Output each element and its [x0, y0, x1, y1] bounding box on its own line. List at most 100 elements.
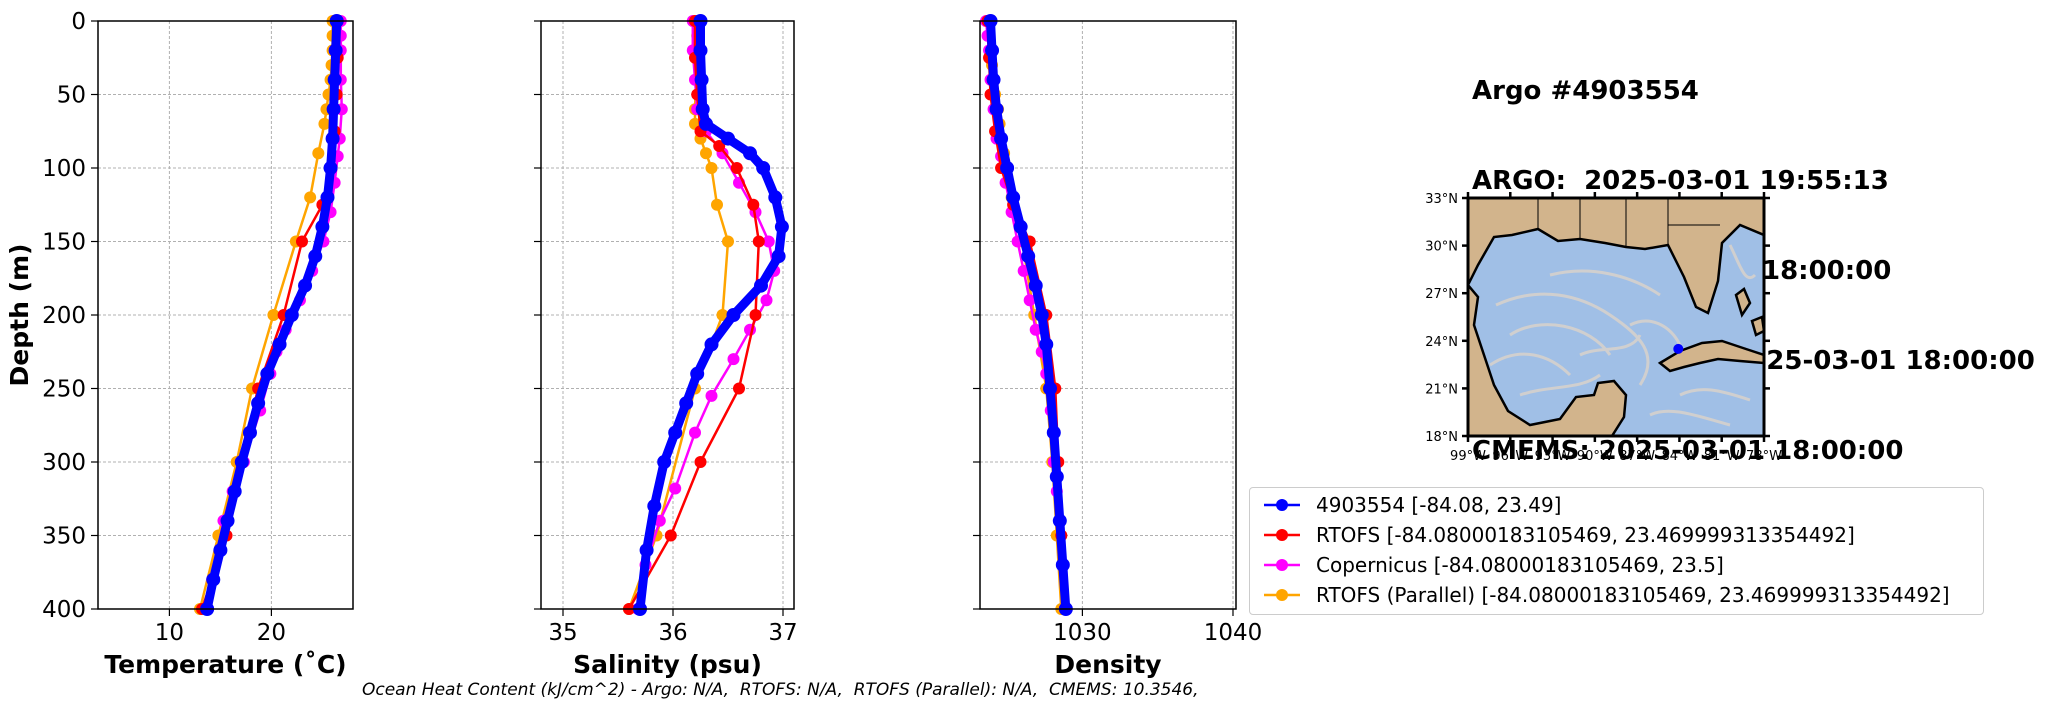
temperature-panel: 10 20050100150200250300350400Temperature …	[42, 9, 354, 679]
data-point-argo	[1052, 513, 1067, 528]
data-point-copernicus	[760, 294, 773, 307]
data-point-argo	[315, 219, 330, 234]
data-point-copernicus	[727, 353, 740, 366]
data-point-argo	[985, 43, 1000, 58]
data-point-argo	[657, 455, 672, 469]
legend-item-argo: 4903554 [-84.08, 23.49]	[1262, 490, 1561, 520]
land-mexico	[1468, 283, 1628, 436]
data-point-argo	[1039, 337, 1054, 352]
legend-label-rtofs: RTOFS [-84.08000183105469, 23.4699993133…	[1316, 523, 1855, 547]
lon-tick-label: 93°W	[1535, 449, 1571, 464]
data-point-argo	[704, 337, 719, 352]
data-point-argo	[308, 249, 323, 264]
legend-marker-argo	[1264, 499, 1300, 511]
data-point-rtofs_parallel	[722, 235, 734, 248]
data-point-argo	[690, 366, 705, 381]
y-tick-label: 400	[42, 597, 86, 623]
data-point-argo	[695, 102, 710, 117]
data-point-argo	[326, 102, 341, 117]
data-point-rtofs	[749, 309, 762, 321]
legend-marker-rtofs-parallel	[1264, 589, 1300, 601]
data-point-argo	[251, 396, 266, 411]
title-line-argo-time: ARGO: 2025-03-01 19:55:13	[1472, 166, 1889, 196]
ocean-heat-content-note: Ocean Heat Content (kJ/cm^2) - Argo: N/A…	[362, 680, 1199, 700]
data-point-argo	[668, 425, 683, 440]
lat-tick-label: 24°N	[1425, 335, 1458, 350]
data-point-argo	[213, 543, 228, 558]
lat-tick-label: 30°N	[1425, 240, 1458, 255]
data-point-argo	[754, 278, 768, 293]
data-point-rtofs_parallel	[318, 117, 331, 130]
data-point-argo	[1006, 190, 1021, 205]
data-point-argo	[206, 572, 221, 587]
data-point-argo	[756, 161, 771, 175]
data-point-argo	[774, 219, 789, 234]
data-point-copernicus	[1029, 323, 1042, 336]
data-point-rtofs	[730, 162, 743, 174]
title-line-cmems-time: CMEMS: 2025-03-01 18:00:00	[1472, 436, 1904, 466]
map-ticks: 33°N 30°N 27°N 24°N 21°N 18°N 99°W 96°W 93°W 90°W…	[1425, 192, 1782, 464]
data-point-copernicus	[762, 235, 775, 248]
data-point-rtofs	[664, 529, 677, 542]
data-point-argo	[986, 72, 1001, 87]
data-point-argo	[327, 72, 342, 87]
legend-item-rtofs: RTOFS [-84.08000183105469, 23.4699993133…	[1262, 520, 1855, 550]
legend-label-rtofs-parallel: RTOFS (Parallel) [-84.08000183105469, 23…	[1316, 583, 1950, 607]
data-point-argo	[323, 161, 338, 175]
data-point-argo	[743, 146, 757, 161]
data-point-argo	[721, 131, 735, 146]
data-point-argo	[647, 499, 662, 514]
lat-tick-label: 27°N	[1425, 287, 1458, 302]
legend-item-rtofs-parallel: RTOFS (Parallel) [-84.08000183105469, 23…	[1262, 580, 1950, 610]
legend: 4903554 [-84.08, 23.49] RTOFS [-84.08000…	[1249, 487, 1984, 615]
lat-tick-label: 21°N	[1425, 382, 1458, 397]
data-point-argo	[693, 43, 708, 58]
y-tick-label: 350	[42, 524, 86, 550]
y-tick-label: 300	[42, 450, 86, 476]
data-point-rtofs_parallel	[312, 147, 325, 160]
x-tick-label: 1040	[1204, 620, 1263, 646]
data-point-argo	[639, 543, 654, 558]
x-axis-label: Salinity (psu)	[573, 650, 762, 679]
data-point-argo	[298, 278, 313, 293]
x-tick-label: 1030	[1053, 620, 1112, 646]
map-frame	[1466, 196, 1766, 438]
depth-axis-label: Depth (m)	[5, 244, 34, 387]
data-point-argo	[1043, 381, 1058, 396]
legend-marker-rtofs	[1264, 529, 1300, 541]
data-point-rtofs	[752, 235, 765, 248]
land-cuba	[1657, 339, 1764, 373]
data-point-argo	[328, 43, 343, 58]
data-point-argo	[699, 116, 713, 131]
x-axis-label: Density	[1054, 650, 1161, 679]
lon-tick-label: 90°W	[1577, 449, 1613, 464]
data-point-argo	[771, 249, 786, 264]
data-point-argo	[220, 513, 235, 528]
data-point-rtofs	[713, 139, 726, 152]
data-point-argo	[272, 337, 287, 352]
location-map: 33°N 30°N 27°N 24°N 21°N 18°N 99°W 96°W 93°W 90°W…	[1425, 192, 1782, 464]
data-point-rtofs_parallel	[705, 162, 718, 174]
data-point-argo	[1000, 161, 1015, 175]
data-point-copernicus	[689, 426, 701, 439]
data-point-argo	[325, 131, 340, 146]
lat-tick-label: 18°N	[1425, 430, 1458, 445]
streamlines	[1489, 244, 1757, 427]
lon-tick-label: 96°W	[1492, 449, 1528, 464]
data-point-copernicus	[705, 389, 718, 402]
data-point-argo	[1034, 308, 1049, 322]
lon-tick-label: 81°W	[1704, 449, 1740, 464]
data-point-rtofs_parallel	[700, 147, 712, 160]
data-point-argo	[242, 425, 257, 440]
data-point-argo	[227, 484, 242, 499]
data-point-copernicus	[1023, 294, 1036, 307]
lat-tick-label: 33°N	[1425, 192, 1458, 207]
y-tick-label: 200	[42, 303, 86, 329]
data-point-rtofs	[747, 198, 760, 211]
land-us-gulf-coast	[1468, 198, 1764, 315]
lon-tick-label: 99°W	[1450, 449, 1486, 464]
state-borders	[1537, 198, 1720, 247]
legend-label-copernicus: Copernicus [-84.08000183105469, 23.5]	[1316, 553, 1724, 577]
